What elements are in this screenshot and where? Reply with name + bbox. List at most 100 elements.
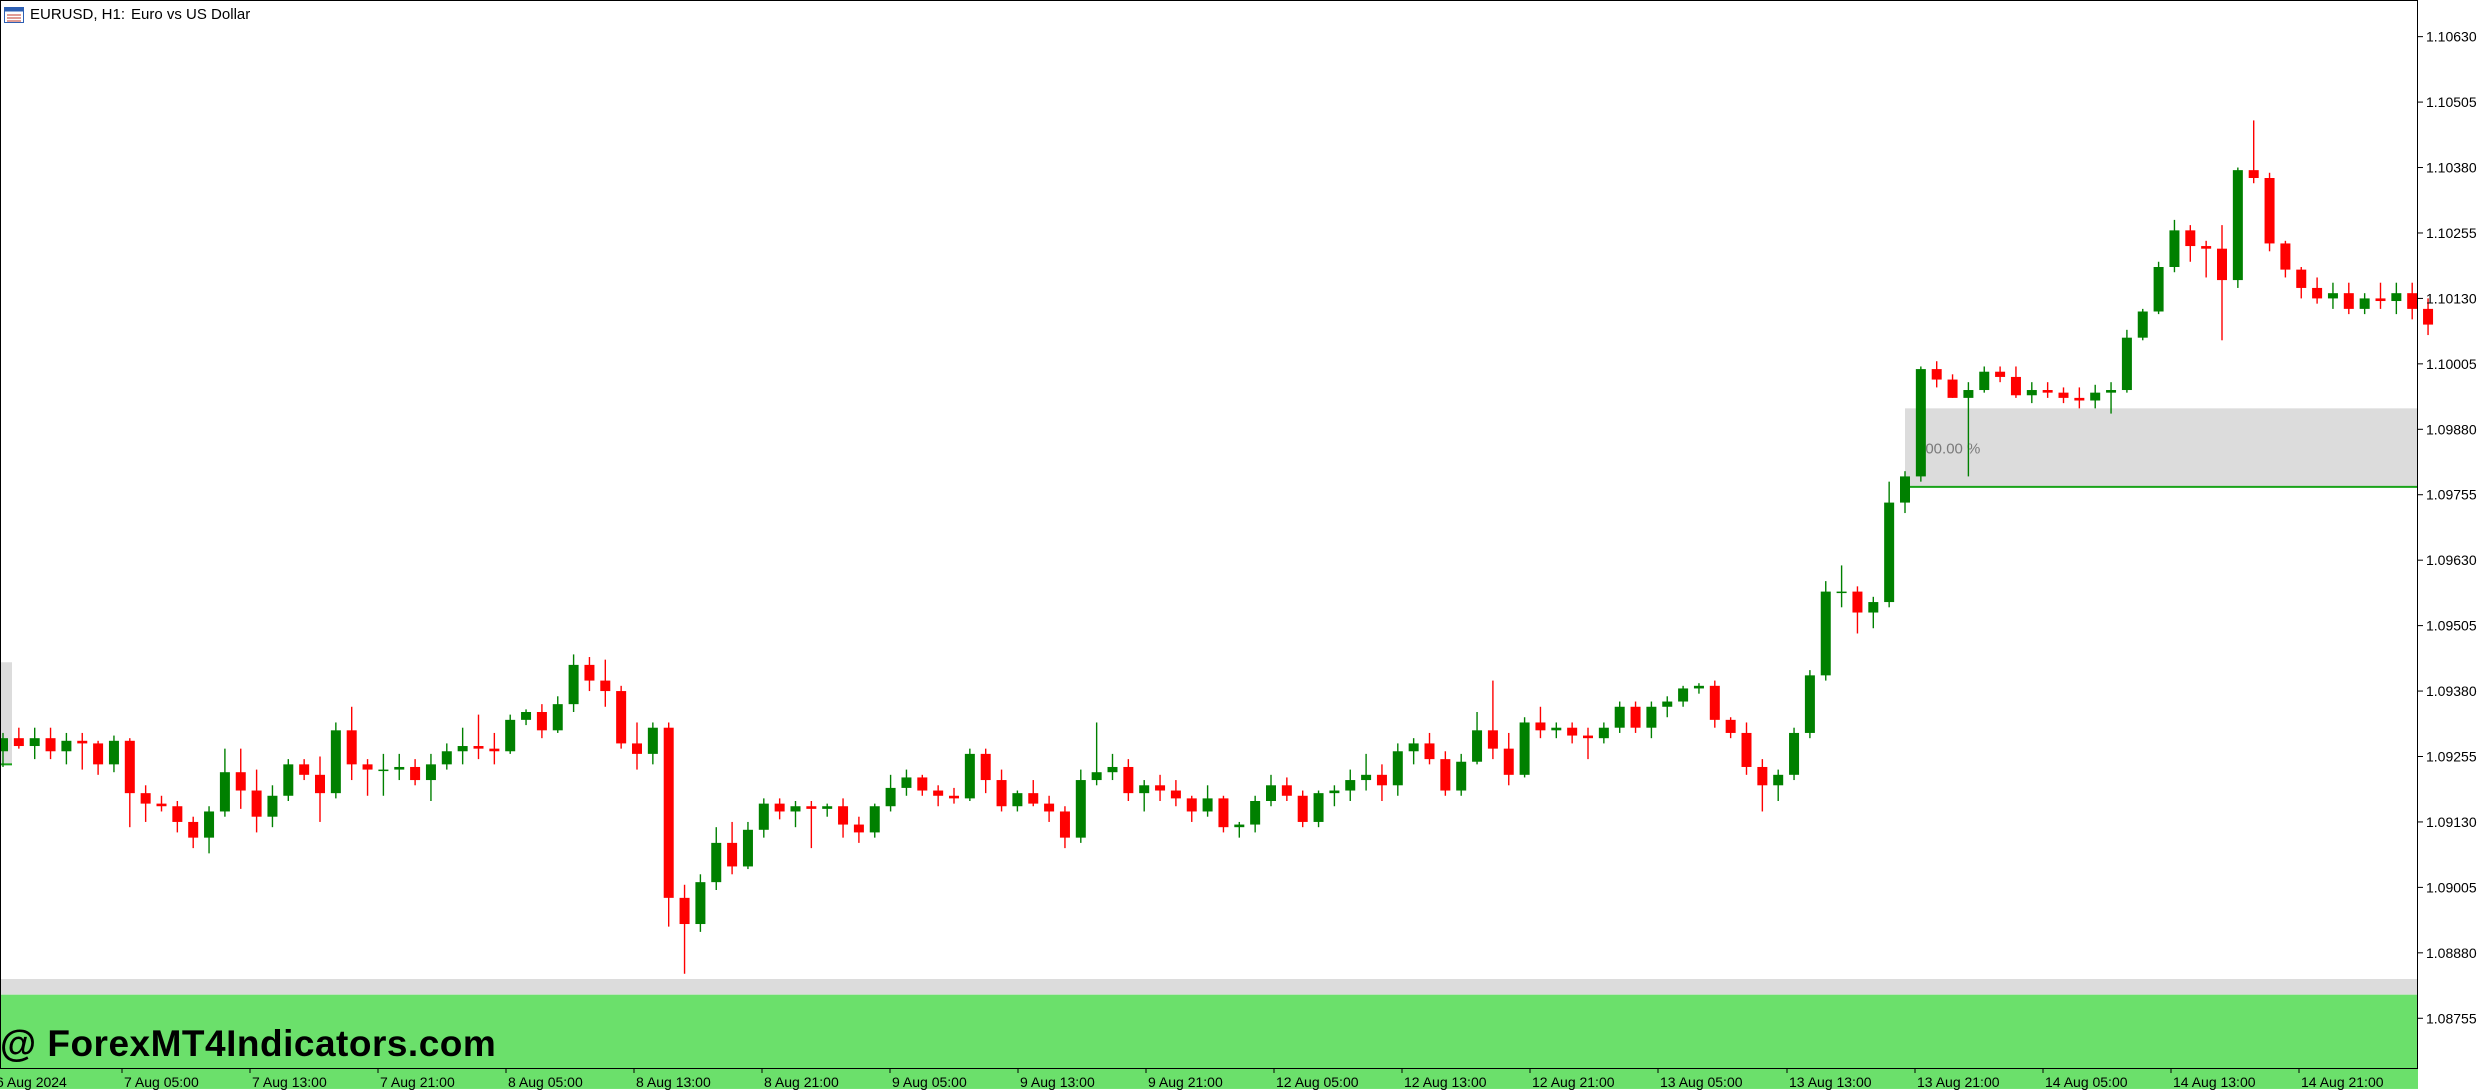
candle	[1995, 366, 2006, 383]
x-tick-label: 9 Aug 05:00	[892, 1074, 967, 1090]
plot-frame	[0, 0, 2418, 1069]
candle	[1266, 774, 1276, 807]
chart-window-icon	[4, 6, 24, 23]
candle	[869, 803, 880, 838]
watermark: @ ForexMT4Indicators.com	[0, 1023, 497, 1064]
candle	[1551, 722, 1562, 739]
candle	[1741, 722, 1752, 775]
x-tick-label: 8 Aug 05:00	[508, 1074, 583, 1090]
candle	[2264, 172, 2275, 252]
candle	[1376, 764, 1387, 801]
candle	[394, 753, 405, 781]
candle	[235, 748, 246, 809]
candle	[980, 748, 991, 794]
candle	[1614, 701, 1625, 733]
candle	[299, 759, 310, 781]
candle	[330, 722, 341, 799]
candle	[1646, 701, 1657, 739]
x-tick-label: 12 Aug 05:00	[1276, 1074, 1359, 1090]
candle	[441, 743, 452, 770]
candle	[1281, 777, 1292, 801]
candle	[204, 806, 215, 854]
candle	[2391, 282, 2402, 315]
candle	[552, 696, 563, 733]
candle	[1075, 769, 1086, 843]
candle	[1297, 790, 1308, 828]
candle	[521, 709, 532, 726]
symbol-label: EURUSD, H1:	[30, 6, 126, 23]
candle	[45, 727, 56, 760]
candle	[1361, 753, 1372, 791]
candle	[584, 657, 595, 692]
candle	[362, 759, 373, 796]
candle	[1852, 586, 1863, 634]
candle	[1820, 581, 1831, 681]
candle	[1329, 785, 1340, 807]
candle	[1044, 795, 1055, 822]
candle	[2232, 167, 2243, 288]
candle	[901, 769, 912, 796]
candle	[838, 798, 849, 838]
candle	[1503, 732, 1514, 786]
candle	[93, 740, 104, 775]
candle	[1170, 780, 1181, 807]
x-tick-label: 7 Aug 13:00	[252, 1074, 327, 1090]
x-tick-label: 14 Aug 13:00	[2173, 1074, 2256, 1090]
candle	[1424, 732, 1435, 765]
candle	[2280, 240, 2291, 278]
candle	[1028, 780, 1039, 807]
candle	[1012, 790, 1023, 812]
candle	[219, 748, 230, 817]
x-tick-label: 13 Aug 05:00	[1660, 1074, 1743, 1090]
candle	[1836, 565, 1847, 608]
symbol-description: Euro vs US Dollar	[131, 6, 251, 23]
x-tick-label: 7 Aug 05:00	[124, 1074, 199, 1090]
candle	[536, 704, 547, 739]
candle	[13, 727, 24, 749]
candle	[1725, 717, 1736, 739]
candle	[1630, 701, 1641, 733]
candle	[2074, 387, 2085, 409]
candle	[679, 884, 690, 974]
candle	[2327, 282, 2338, 309]
candle	[410, 759, 421, 786]
candle	[2359, 293, 2370, 315]
x-tick-label: 14 Aug 05:00	[2045, 1074, 2128, 1090]
candle	[0, 732, 8, 767]
candle	[2042, 382, 2053, 398]
candle	[2169, 219, 2180, 273]
candle	[1155, 774, 1166, 801]
x-tick-label: 13 Aug 21:00	[1917, 1074, 2000, 1090]
candle	[2296, 267, 2307, 299]
candle	[647, 722, 658, 765]
candle	[1408, 738, 1419, 765]
candle	[1186, 795, 1197, 822]
candle	[1234, 821, 1245, 838]
y-tick-label: 1.10505	[2426, 94, 2477, 110]
candle	[2185, 225, 2196, 262]
chart-title: EURUSD, H1: Euro vs US Dollar	[4, 6, 250, 23]
candle	[1915, 366, 1926, 482]
candle	[2201, 240, 2212, 278]
candle	[283, 759, 294, 801]
candle	[822, 803, 833, 817]
candle	[505, 714, 516, 754]
candle	[917, 774, 928, 796]
candle	[1598, 722, 1609, 744]
candle	[790, 801, 801, 828]
candle	[1456, 753, 1467, 796]
candle	[315, 756, 325, 822]
candle	[758, 798, 769, 838]
candle	[108, 735, 119, 773]
y-tick-label: 1.08755	[2426, 1010, 2477, 1026]
candle	[1583, 727, 1593, 760]
candle	[568, 654, 579, 712]
x-tick-label: 13 Aug 13:00	[1789, 1074, 1872, 1090]
y-tick-label: 1.10130	[2426, 290, 2477, 306]
zone-0	[1905, 408, 2418, 487]
candle	[2248, 120, 2259, 184]
y-tick-label: 1.09255	[2426, 749, 2477, 765]
candle	[2343, 282, 2354, 315]
y-tick-label: 1.10005	[2426, 356, 2477, 372]
